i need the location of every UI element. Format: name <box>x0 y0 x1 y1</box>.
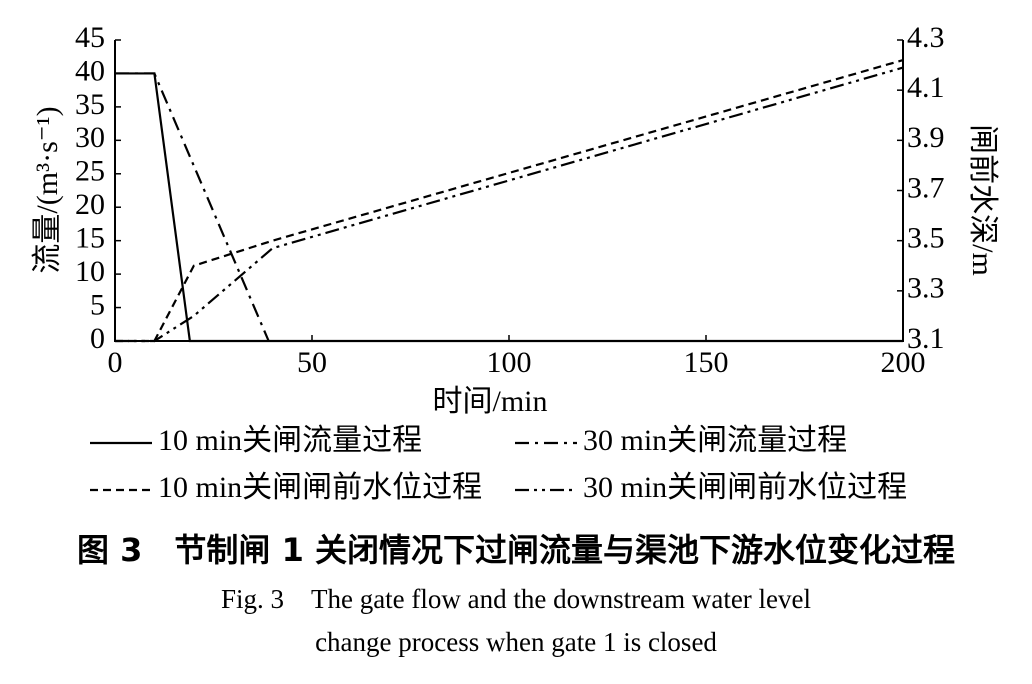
series-line <box>115 72 903 343</box>
y-tick-label: 35 <box>75 88 105 121</box>
y2-tick-label: 3.9 <box>907 121 945 154</box>
y-tick-label: 40 <box>75 54 105 87</box>
caption-english: change process when gate 1 is closed <box>315 627 717 657</box>
legend-label: 30 min关闸流量过程 <box>583 424 847 457</box>
y-axis-label: 流量/(m³·s⁻¹) <box>31 106 64 273</box>
y-tick-label: 0 <box>90 322 105 355</box>
y-tick-label: 45 <box>75 21 105 54</box>
axis-frame <box>114 40 904 342</box>
x-tick-label: 200 <box>881 346 926 379</box>
y2-tick-label: 4.3 <box>907 21 945 54</box>
series-line <box>115 66 904 343</box>
y-tick-label: 25 <box>75 155 105 188</box>
x-tick-label: 50 <box>297 346 327 379</box>
legend-label: 10 min关闸流量过程 <box>158 424 422 457</box>
y2-tick-label: 4.1 <box>907 71 945 104</box>
y-tick-label: 5 <box>90 288 105 321</box>
y-tick-label: 10 <box>75 255 105 288</box>
caption-title: 图 3 节制闸 1 关闭情况下过闸流量与渠池下游水位变化过程 <box>77 531 955 569</box>
y2-tick-label: 3.1 <box>907 322 945 355</box>
legend-label: 10 min关闸闸前水位过程 <box>158 471 482 504</box>
series-line <box>115 59 904 343</box>
y-tick-label: 30 <box>75 121 105 154</box>
x-tick-label: 0 <box>108 346 123 379</box>
caption-english: Fig. 3 The gate flow and the downstream … <box>221 584 811 614</box>
y2-tick-label: 3.5 <box>907 222 945 255</box>
y-tick-label: 20 <box>75 188 105 221</box>
series-line <box>115 72 270 342</box>
x-tick-label: 100 <box>487 346 532 379</box>
y2-tick-label: 3.7 <box>907 171 945 204</box>
y-tick-label: 15 <box>75 222 105 255</box>
legend-label: 30 min关闸闸前水位过程 <box>583 471 907 504</box>
x-axis-label: 时间/min <box>432 385 547 418</box>
x-tick-label: 150 <box>684 346 729 379</box>
y2-tick-label: 3.3 <box>907 272 945 305</box>
y2-axis-label: 闸前水深/m <box>966 124 999 276</box>
